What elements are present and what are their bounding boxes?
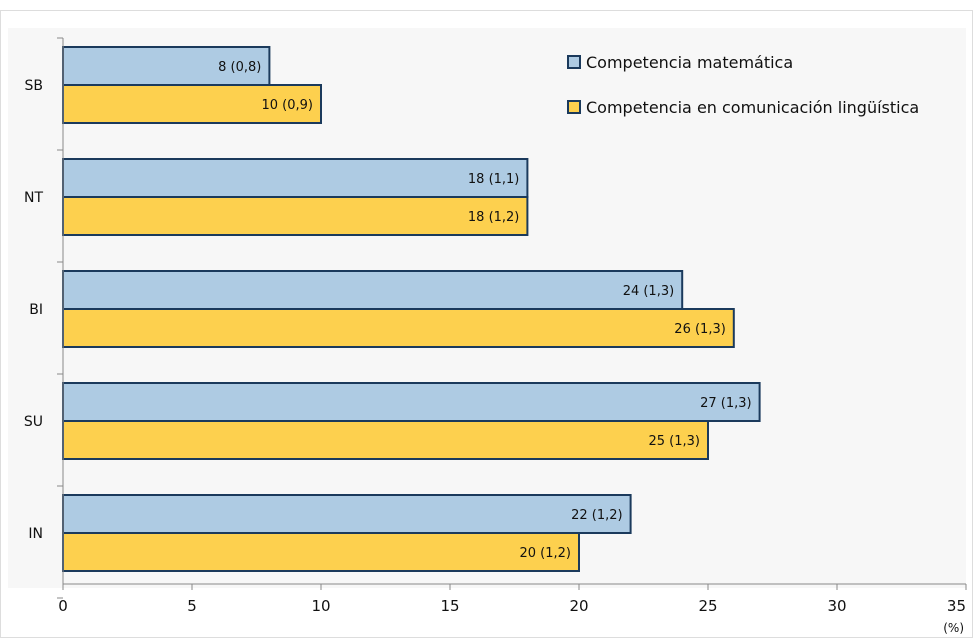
bars-group: 8 (0,8) 10 (0,9) 18 (1,1) 18 (1,2) 24 (1,3) 2… xyxy=(62,46,761,572)
bar-nt-series-1 xyxy=(62,158,529,198)
category-label: BI xyxy=(29,302,43,318)
legend-swatch-series-1 xyxy=(567,55,581,69)
category-label: IN xyxy=(28,526,43,542)
data-label: 18 (1,2) xyxy=(468,210,520,225)
bar-nt-series-2 xyxy=(62,196,529,236)
legend-label: Competencia en comunicación lingüística xyxy=(586,98,919,117)
bar-sb-series-1 xyxy=(62,46,271,86)
x-tick-label: 25 xyxy=(698,597,717,615)
category-label: SU xyxy=(24,414,43,430)
category-label: NT xyxy=(24,190,43,206)
data-label: 27 (1,3) xyxy=(700,396,752,411)
data-label: 8 (0,8) xyxy=(218,60,261,75)
x-tick-label: 5 xyxy=(187,597,197,615)
x-unit-label: (%) xyxy=(943,621,964,635)
x-tick-label: 15 xyxy=(440,597,459,615)
bar-in-series-2 xyxy=(62,532,580,572)
data-label: 20 (1,2) xyxy=(520,546,572,561)
data-label: 10 (0,9) xyxy=(262,98,314,113)
legend-swatch-series-2 xyxy=(567,100,581,114)
x-tick-label: 0 xyxy=(58,597,68,615)
legend: Competencia matemática Competencia en com… xyxy=(567,53,919,117)
x-tick-label: 10 xyxy=(311,597,330,615)
bar-bi-series-2 xyxy=(62,308,735,348)
data-label: 25 (1,3) xyxy=(649,434,701,449)
data-label: 24 (1,3) xyxy=(623,284,675,299)
x-tick-label: 30 xyxy=(827,597,846,615)
bar-bi-series-1 xyxy=(62,270,684,310)
category-label: SB xyxy=(25,78,44,94)
bar-su-series-1 xyxy=(62,382,761,422)
axes-group: SB NT BI SU IN 0 5 10 15 20 25 30 35 (%) xyxy=(24,37,967,635)
legend-label: Competencia matemática xyxy=(586,53,793,72)
data-label: 22 (1,2) xyxy=(571,508,623,523)
data-label: 18 (1,1) xyxy=(468,172,520,187)
x-tick-label: 35 xyxy=(947,597,966,615)
bar-su-series-2 xyxy=(62,420,709,460)
data-label: 26 (1,3) xyxy=(674,322,726,337)
x-tick-label: 20 xyxy=(569,597,588,615)
bar-in-series-1 xyxy=(62,494,632,534)
